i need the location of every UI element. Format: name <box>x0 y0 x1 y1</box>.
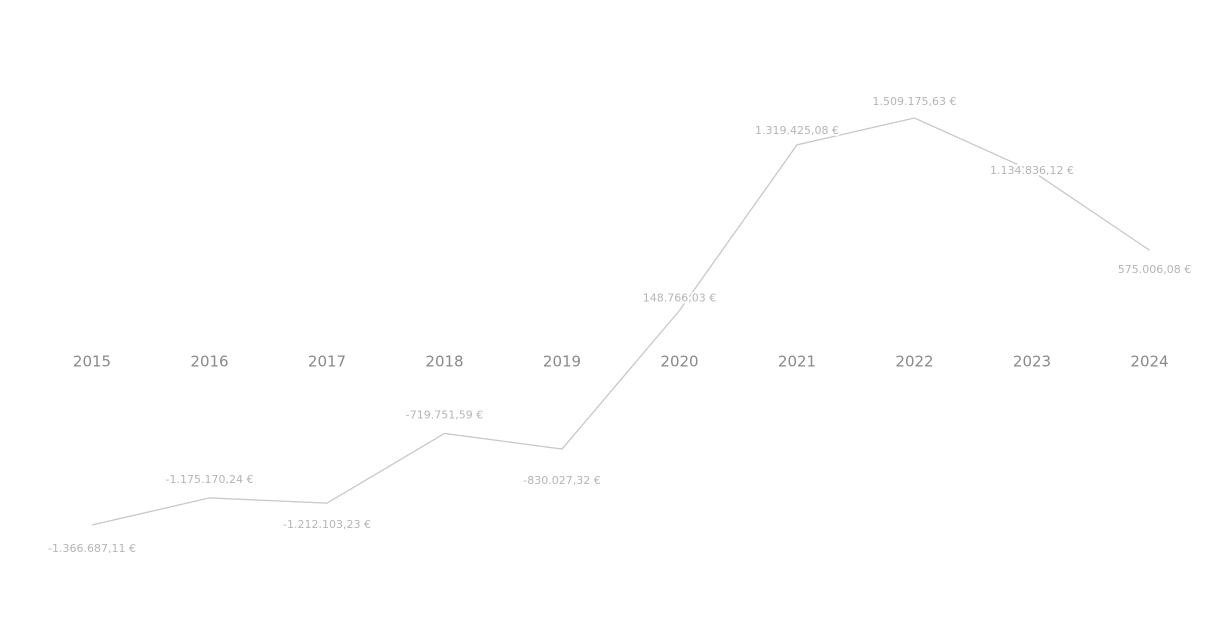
data-label: 1.134.836,12 € <box>990 164 1074 177</box>
x-tick-label: 2024 <box>1130 353 1168 371</box>
data-label: 148.766,03 € <box>643 292 716 305</box>
data-label: 1.509.175,63 € <box>873 95 957 108</box>
data-label: 1.319.425,08 € <box>755 124 839 137</box>
data-label: -1.175.170,24 € <box>166 473 254 486</box>
x-tick-label: 2021 <box>778 353 816 371</box>
data-label: -1.212.103,23 € <box>283 518 371 531</box>
data-label: -719.751,59 € <box>406 408 483 421</box>
x-tick-label: 2019 <box>543 353 581 371</box>
line <box>91 117 1150 526</box>
x-tick-label: 2018 <box>425 353 463 371</box>
data-label: -1.366.687,11 € <box>48 542 136 555</box>
data-label: 575.006,08 € <box>1118 263 1191 276</box>
x-tick-label: 2020 <box>660 353 698 371</box>
x-tick-label: 2022 <box>895 353 933 371</box>
x-tick-label: 2023 <box>1013 353 1051 371</box>
x-tick-label: 2016 <box>190 353 228 371</box>
x-tick-label: 2015 <box>73 353 111 371</box>
x-tick-label: 2017 <box>308 353 346 371</box>
data-label: -830.027,32 € <box>523 474 600 487</box>
